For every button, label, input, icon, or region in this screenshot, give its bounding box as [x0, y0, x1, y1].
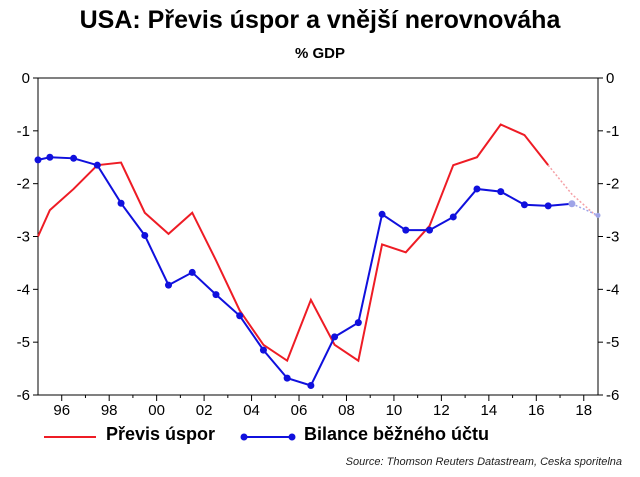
- x-tick-label: 10: [386, 402, 403, 419]
- series-line-balance: [37, 156, 572, 387]
- x-tick-label: 02: [196, 402, 213, 419]
- data-point-balance-forecast: [595, 212, 601, 218]
- y-tick-label: 0: [22, 70, 30, 87]
- data-point-balance: [165, 281, 173, 289]
- chart-series: [34, 123, 601, 389]
- data-point-balance: [402, 226, 410, 234]
- data-point-balance: [46, 153, 54, 161]
- data-point-balance: [283, 374, 291, 382]
- series-line-saving: [37, 123, 549, 363]
- data-point-balance: [426, 226, 434, 234]
- x-tick-label: 00: [148, 402, 165, 419]
- data-point-balance: [70, 154, 78, 162]
- data-point-balance: [497, 188, 505, 196]
- y-tick-label-right: -2: [606, 176, 619, 193]
- x-tick-label: 04: [243, 402, 260, 419]
- plot-frame: [37, 77, 599, 396]
- legend-swatches: [44, 433, 296, 441]
- data-point-balance: [331, 333, 339, 341]
- chart-subtitle: % GDP: [294, 45, 345, 62]
- x-tick-label: 06: [291, 402, 308, 419]
- x-tick-label: 08: [338, 402, 355, 419]
- y-tick-label: -5: [17, 334, 30, 351]
- legend-label-balance: Bilance běžného účtu: [304, 424, 490, 444]
- x-tick-label: 14: [481, 402, 498, 419]
- series-forecast-balance: [571, 203, 599, 217]
- y-tick-label-right: -3: [606, 229, 619, 246]
- series-forecast-saving: [547, 164, 597, 216]
- data-point-balance: [93, 161, 101, 169]
- data-point-balance: [520, 201, 528, 209]
- legend-marker-balance: [288, 433, 296, 441]
- y-tick-label-right: -6: [606, 387, 619, 404]
- data-point-balance: [473, 185, 481, 193]
- y-tick-label: -6: [17, 387, 30, 404]
- x-tick-label: 18: [575, 402, 592, 419]
- data-point-balance: [34, 156, 42, 164]
- data-point-balance: [354, 319, 362, 327]
- y-tick-label-right: -4: [606, 281, 619, 298]
- y-tick-label: -1: [17, 123, 30, 140]
- y-tick-label: -3: [17, 229, 30, 246]
- y-tick-label: -4: [17, 281, 30, 298]
- x-tick-label: 12: [433, 402, 450, 419]
- legend-label-saving: Převis úspor: [106, 424, 216, 444]
- x-tick-label: 96: [53, 402, 70, 419]
- y-tick-label: -2: [17, 176, 30, 193]
- y-tick-label-right: -1: [606, 123, 619, 140]
- data-point-balance: [568, 200, 576, 208]
- data-point-balance: [117, 199, 125, 207]
- chart-axes: 0 0-1 -1-2 -2-3 -3-4 -4-5 -5-6 -696 98 00 02 04 06 08…: [17, 70, 620, 419]
- y-tick-label-right: -5: [606, 334, 619, 351]
- x-tick-label: 16: [528, 402, 545, 419]
- data-point-balance: [378, 210, 386, 218]
- y-tick-label-right: 0: [606, 70, 614, 87]
- chart-title: USA: Převis úspor a vnější nerovnováha: [79, 6, 561, 34]
- data-point-balance: [544, 202, 552, 210]
- data-point-balance: [141, 231, 149, 239]
- data-point-balance: [188, 268, 196, 276]
- x-tick-label: 98: [101, 402, 118, 419]
- legend-marker-balance: [240, 433, 248, 441]
- data-point-balance: [449, 213, 457, 221]
- data-point-balance: [212, 291, 220, 299]
- data-point-balance: [307, 381, 315, 389]
- source-note: Source: Thomson Reuters Datastream, Cesk…: [345, 456, 622, 468]
- data-point-balance: [259, 346, 267, 354]
- data-point-balance: [236, 312, 244, 320]
